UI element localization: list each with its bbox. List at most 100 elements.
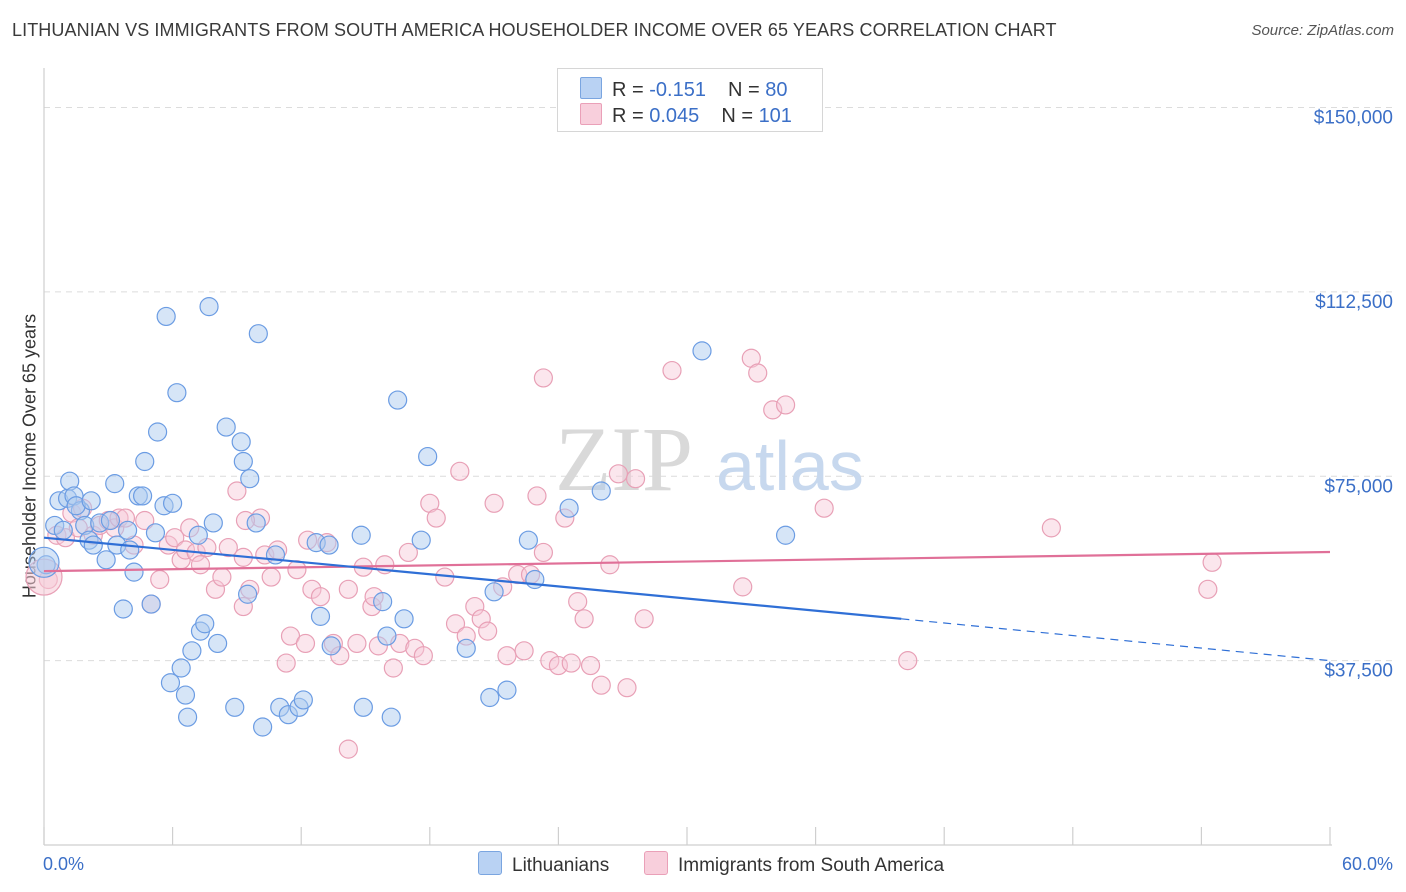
- point-lithuanians: [231, 432, 251, 452]
- point-south-america: [261, 567, 281, 587]
- point-lithuanians: [105, 474, 125, 494]
- point-lithuanians: [456, 638, 476, 658]
- point-south-america: [527, 486, 547, 506]
- point-south-america: [190, 555, 211, 575]
- point-south-america: [165, 528, 185, 548]
- point-south-america: [533, 368, 553, 388]
- series-lithuanians-points: [28, 297, 796, 737]
- legend-item-lithuanians: Lithuanians: [478, 851, 609, 877]
- point-lithuanians: [100, 510, 121, 531]
- point-lithuanians: [225, 697, 245, 717]
- point-south-america: [814, 498, 834, 518]
- point-lithuanians: [480, 687, 500, 708]
- point-lithuanians: [124, 562, 144, 582]
- point-south-america: [600, 555, 620, 575]
- legend-swatch-blue: [580, 77, 602, 99]
- point-lithuanians: [83, 535, 103, 555]
- point-lithuanians: [381, 707, 401, 727]
- point-south-america: [898, 651, 918, 671]
- legend-swatch-pink: [580, 103, 602, 125]
- point-lithuanians: [171, 658, 191, 678]
- x-tick-label: 0.0%: [43, 854, 84, 874]
- y-tick-label: $150,000: [1314, 108, 1393, 129]
- legend-n-value: 80: [765, 79, 788, 101]
- legend-r-value: 0.045: [649, 105, 700, 127]
- point-south-america: [150, 569, 170, 590]
- point-lithuanians: [388, 390, 408, 410]
- point-lithuanians: [178, 707, 198, 727]
- point-south-america: [287, 560, 307, 580]
- point-south-america: [310, 587, 331, 607]
- point-lithuanians: [203, 513, 223, 533]
- x-tick-label: 60.0%: [1342, 854, 1393, 874]
- point-south-america: [1198, 579, 1218, 599]
- point-lithuanians: [418, 446, 438, 467]
- point-south-america: [465, 596, 485, 617]
- point-lithuanians: [182, 641, 202, 661]
- point-lithuanians: [167, 383, 187, 403]
- point-lithuanians: [377, 626, 397, 646]
- point-lithuanians: [775, 525, 796, 545]
- point-south-america: [497, 646, 517, 666]
- point-lithuanians: [246, 513, 266, 533]
- legend-item-south-america: Immigrants from South America: [644, 851, 944, 877]
- point-south-america: [426, 508, 446, 528]
- point-south-america: [514, 641, 534, 661]
- legend-n-value: 101: [758, 105, 792, 127]
- point-lithuanians: [113, 599, 133, 619]
- point-lithuanians: [81, 491, 101, 511]
- point-south-america: [580, 655, 601, 676]
- point-lithuanians: [156, 306, 176, 327]
- point-south-america: [413, 646, 433, 666]
- point-lithuanians: [351, 525, 371, 545]
- point-south-america: [398, 542, 418, 563]
- point-south-america: [733, 577, 753, 597]
- point-south-america: [533, 542, 553, 563]
- point-lithuanians: [216, 417, 236, 437]
- y-tick-labels: $37,500 $75,000 $112,500 $150,000: [1314, 108, 1393, 682]
- legend-r-value: -0.151: [649, 79, 706, 101]
- point-lithuanians: [96, 550, 116, 570]
- point-south-america: [338, 739, 358, 759]
- point-south-america: [763, 400, 783, 420]
- watermark-zip: ZIP: [555, 408, 693, 510]
- point-lithuanians: [497, 680, 517, 700]
- point-lithuanians: [233, 451, 253, 472]
- point-lithuanians: [240, 469, 260, 489]
- x-tick-labels: 0.0% 60.0%: [43, 854, 1393, 874]
- point-south-america: [484, 493, 504, 513]
- point-south-america: [1041, 518, 1061, 538]
- point-south-america: [478, 621, 498, 641]
- point-lithuanians: [199, 297, 219, 317]
- point-south-america: [218, 537, 238, 558]
- point-lithuanians: [248, 324, 268, 344]
- axes: [43, 68, 1332, 846]
- watermark: ZIP atlas: [555, 408, 864, 510]
- point-lithuanians: [518, 530, 538, 550]
- point-lithuanians: [293, 690, 313, 710]
- point-south-america: [212, 567, 232, 587]
- watermark-atlas: atlas: [716, 427, 864, 505]
- point-lithuanians: [195, 614, 215, 634]
- point-lithuanians: [319, 535, 339, 555]
- point-south-america: [347, 633, 367, 654]
- source-credit: Source: ZipAtlas.com: [1251, 22, 1394, 39]
- legend-label-south-america: Immigrants from South America: [678, 855, 945, 876]
- point-south-america: [625, 469, 646, 489]
- legend-n-label: N =: [727, 79, 766, 101]
- point-south-america: [568, 592, 588, 612]
- point-lithuanians: [163, 493, 183, 513]
- series-legend: Lithuanians Immigrants from South Americ…: [0, 851, 1406, 877]
- point-lithuanians: [373, 592, 393, 612]
- point-lithuanians: [141, 594, 161, 614]
- y-tick-label: $37,500: [1324, 661, 1393, 682]
- point-lithuanians: [411, 530, 431, 550]
- point-south-america: [295, 633, 316, 654]
- legend-row-lithuanians: R = -0.151 N = 80: [580, 77, 787, 103]
- point-lithuanians: [238, 584, 258, 604]
- legend-swatch-blue: [478, 851, 502, 875]
- point-lithuanians: [591, 481, 611, 501]
- trend-line-lithuanians-extension: [901, 618, 1331, 662]
- point-lithuanians: [160, 673, 181, 693]
- legend-label-lithuanians: Lithuanians: [512, 855, 610, 876]
